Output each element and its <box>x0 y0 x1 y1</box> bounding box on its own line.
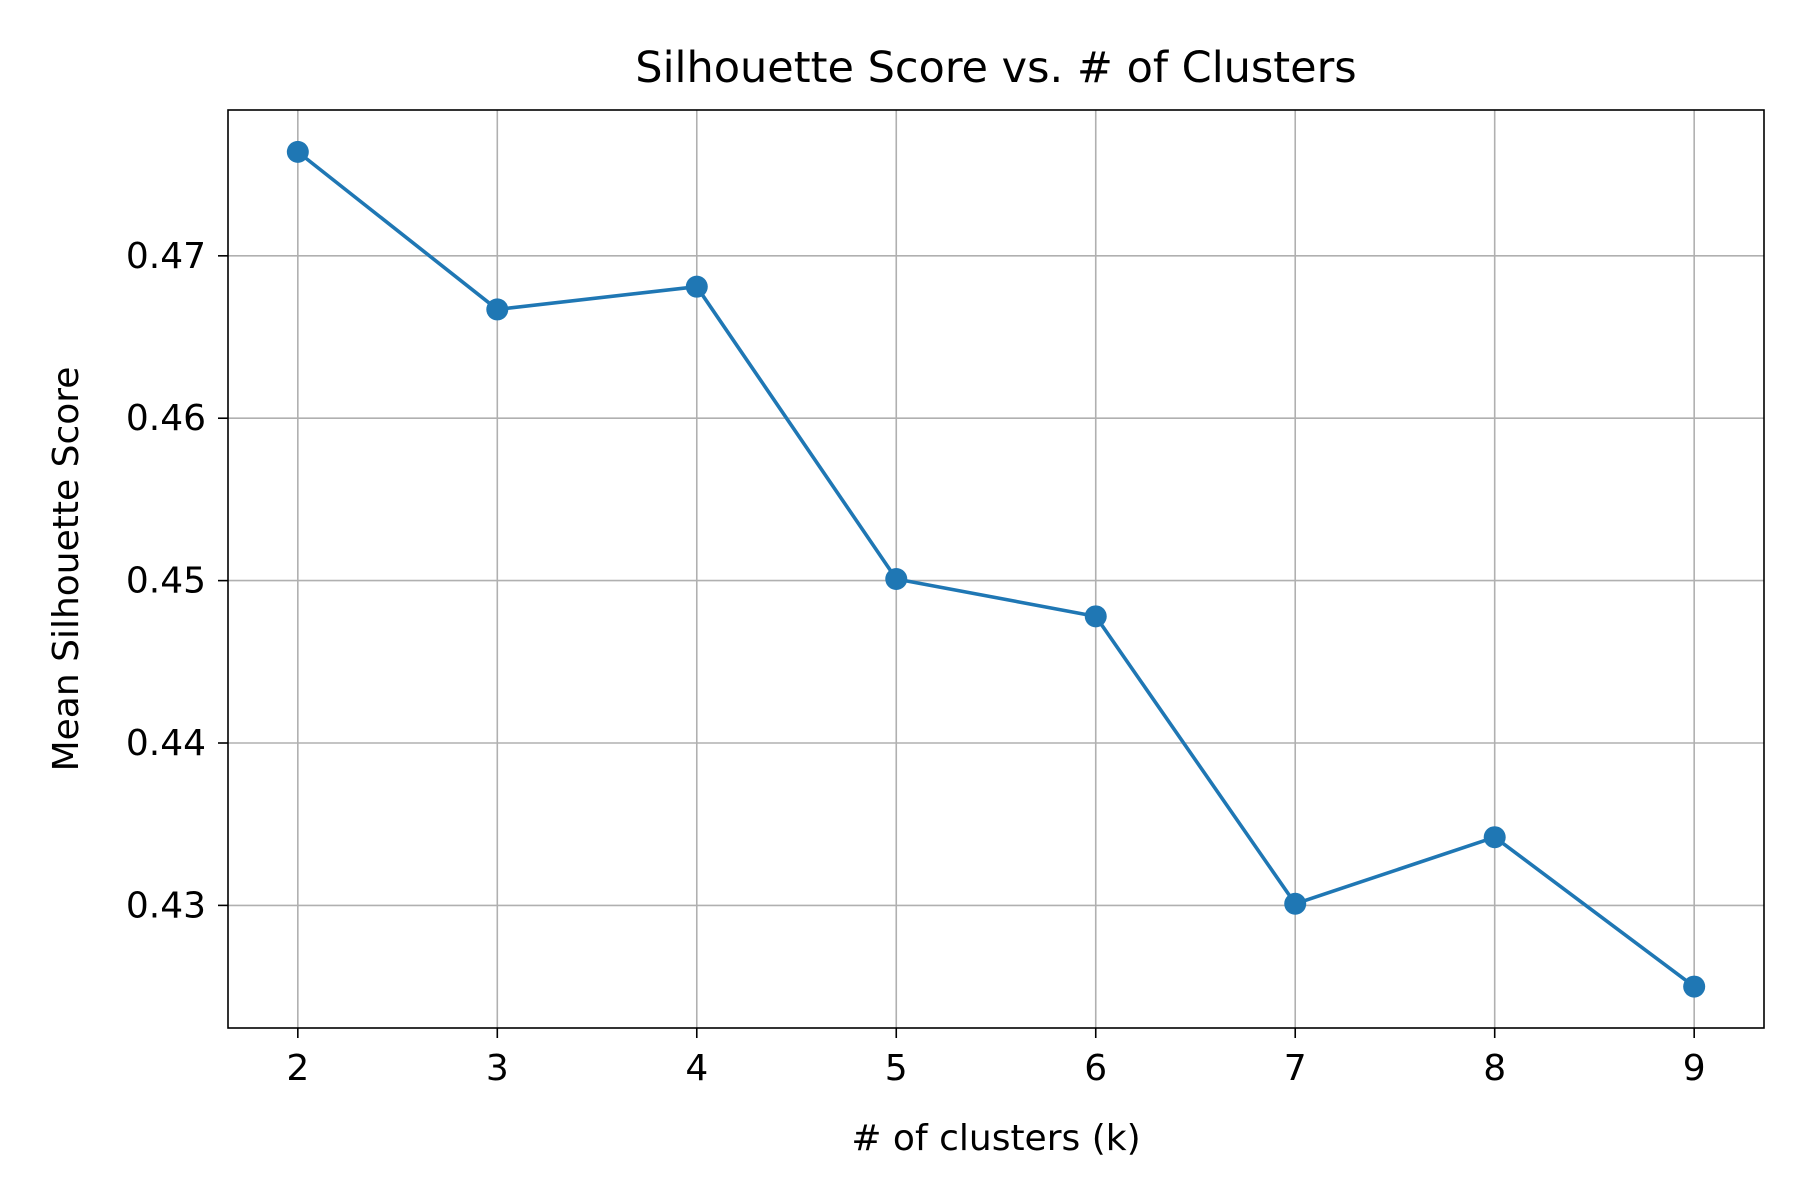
y-tick-label: 0.43 <box>126 885 206 926</box>
data-point <box>885 567 908 590</box>
data-point <box>685 275 708 298</box>
y-tick-label: 0.47 <box>126 236 206 277</box>
axis-ticks: 2 3 4 5 6 7 8 9 0.43 0.44 0.45 0.46 0.47 <box>126 236 1706 1089</box>
data-series <box>286 140 1706 998</box>
grid <box>228 110 1764 1028</box>
x-tick-label: 5 <box>885 1048 908 1089</box>
x-tick-label: 7 <box>1284 1048 1307 1089</box>
data-point <box>486 298 509 321</box>
x-tick-label: 6 <box>1084 1048 1107 1089</box>
y-tick-label: 0.46 <box>126 398 206 439</box>
y-tick-label: 0.44 <box>126 723 206 764</box>
x-axis-label: # of clusters (k) <box>851 1118 1140 1159</box>
y-tick-label: 0.45 <box>126 561 206 602</box>
x-tick-label: 2 <box>286 1048 309 1089</box>
x-tick-label: 9 <box>1683 1048 1706 1089</box>
chart-title: Silhouette Score vs. # of Clusters <box>635 43 1356 93</box>
data-point <box>286 140 309 163</box>
data-point <box>1084 605 1107 628</box>
y-axis-label: Mean Silhouette Score <box>46 367 87 772</box>
plot-frame <box>227 109 1765 1029</box>
data-point <box>1683 975 1706 998</box>
data-point <box>1483 826 1506 849</box>
x-tick-label: 4 <box>685 1048 708 1089</box>
series-line <box>296 150 1696 989</box>
x-tick-label: 8 <box>1483 1048 1506 1089</box>
x-tick-label: 3 <box>486 1048 509 1089</box>
data-point <box>1284 892 1307 915</box>
